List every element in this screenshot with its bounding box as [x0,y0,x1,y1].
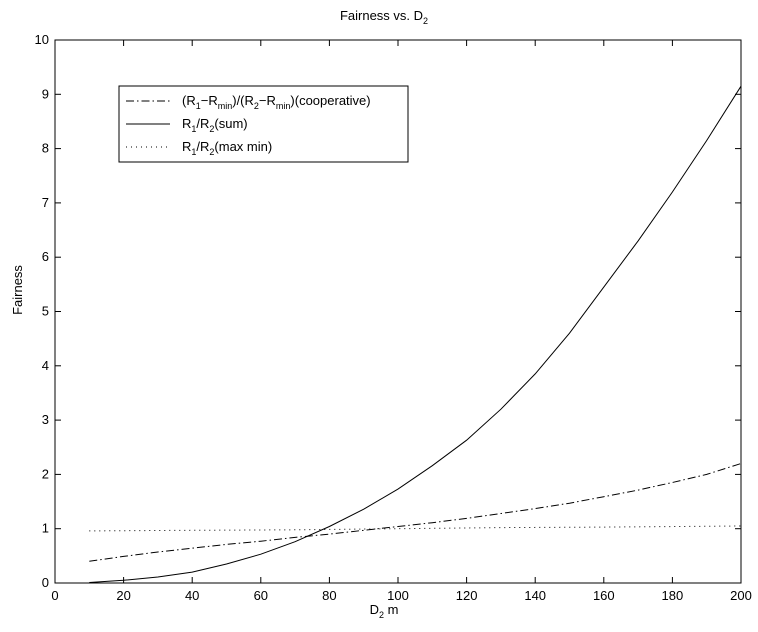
y-tick-label: 8 [42,141,49,156]
chart-title-main: Fairness vs. D [340,8,423,23]
chart-title: Fairness vs. D2 [340,8,428,26]
x-tick-label: 180 [662,588,684,603]
x-axis-label: D2 m [370,602,399,620]
x-axis-label-subscript: 2 [379,610,384,620]
y-axis-label: Fairness [10,265,25,315]
legend-label-2: R1/R2(sum) [182,116,248,134]
x-axis: 0 20 40 60 80 100 120 140 160 180 200 [51,40,752,603]
series-line-2 [89,85,742,583]
y-tick-label: 7 [42,195,49,210]
x-tick-label: 200 [730,588,752,603]
x-axis-label-unit: m [384,602,398,617]
series-line-1 [89,463,742,562]
x-axis-label-main: D [370,602,379,617]
y-axis: 0 1 2 3 4 5 6 7 8 9 10 [35,32,741,590]
x-tick-label: 20 [116,588,130,603]
y-tick-label: 1 [42,521,49,536]
y-tick-label: 0 [42,575,49,590]
x-tick-label: 120 [456,588,478,603]
x-tick-label: 80 [322,588,336,603]
y-tick-label: 5 [42,304,49,319]
x-tick-label: 40 [185,588,199,603]
y-tick-label: 9 [42,86,49,101]
legend-label-3: R1/R2(max min) [182,139,272,157]
chart-title-subscript: 2 [423,16,428,26]
y-tick-label: 6 [42,249,49,264]
legend-label-1: (R1−Rmin)/(R2−Rmin)(cooperative) [182,93,371,111]
y-tick-label: 4 [42,358,49,373]
x-tick-label: 100 [387,588,409,603]
series-group [89,85,742,583]
series-line-3 [89,525,742,532]
x-tick-label: 160 [593,588,615,603]
y-tick-label: 3 [42,412,49,427]
y-tick-label: 2 [42,466,49,481]
x-tick-label: 60 [254,588,268,603]
x-tick-label: 0 [51,588,58,603]
x-tick-label: 140 [524,588,546,603]
svg-text:Fairness vs. D2: Fairness vs. D2 [340,8,428,26]
y-tick-label: 10 [35,32,49,47]
legend: (R1−Rmin)/(R2−Rmin)(cooperative) R1/R2(su… [118,85,409,163]
